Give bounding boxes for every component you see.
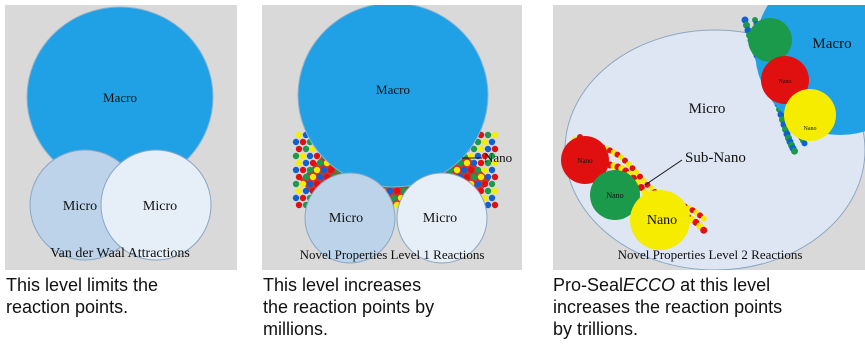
dot [293,139,299,145]
dot [492,202,498,208]
dot [471,174,477,180]
dot [310,160,316,166]
dot [300,167,306,173]
dot [700,227,707,234]
caption-line: the reaction points by [263,296,434,318]
dot [296,146,302,152]
panel-2: Macro Nano Micro Micro Novel Properties … [262,3,522,270]
dot [300,153,306,159]
dot [296,202,302,208]
dot [489,195,495,201]
dot [307,153,313,159]
dot [296,132,302,138]
dot [307,181,313,187]
label: Macro [812,36,851,52]
dot [293,195,299,201]
label: Macro [103,90,137,105]
dot [482,167,488,173]
caption: Pro-SealECCO at this level increases the… [553,274,782,340]
dot [296,174,302,180]
dot [310,174,316,180]
label: Nano [484,150,512,165]
caption: This level limits the reaction points. [6,274,158,318]
dot [454,167,460,173]
caption-line: This level increases [263,274,434,296]
label: Nano [804,126,817,132]
label: Nano [606,191,623,200]
footer: Van der Waal Attractions [50,246,190,261]
label: Micro [689,101,726,117]
dot [293,167,299,173]
dot [489,139,495,145]
dot [464,160,470,166]
label: Micro [423,211,457,226]
dot [492,132,498,138]
dot [489,167,495,173]
dot [791,148,798,155]
caption-line: millions. [263,318,434,340]
caption-emphasis: ECCO [623,275,675,295]
dot [328,167,334,173]
footer: Novel Properties Level 1 Reactions [300,247,485,262]
caption-text: at this level [680,275,770,295]
dot [802,140,808,146]
dot [317,160,323,166]
dot [485,174,491,180]
dot [701,216,707,222]
dot [321,167,327,173]
dot [307,167,313,173]
dot [482,181,488,187]
nano-circle [748,18,792,62]
dot [293,153,299,159]
label: Sub-Nano [685,150,746,166]
footer: Novel Properties Level 2 Reactions [618,247,803,262]
label: Micro [329,211,363,226]
dot [482,139,488,145]
dot [475,181,481,187]
dot [293,181,299,187]
caption-line: Pro-SealECCO at this level [553,274,782,296]
diagram: Macro Micro Micro Van der Waal Attractio… [0,0,865,280]
label: Nano [647,213,677,228]
caption-line: by trillions. [553,318,782,340]
dot [303,146,309,152]
dot [296,160,302,166]
dot [489,181,495,187]
dot [314,167,320,173]
dot [303,188,309,194]
dot [303,174,309,180]
panel-3: Macro Micro Sub-Nano Nano Nano Nano Nano… [553,0,865,270]
dot [317,174,323,180]
dot [303,160,309,166]
label: Nano [577,157,593,165]
dot [485,132,491,138]
label: Nano [779,79,792,85]
dot [296,188,302,194]
dot [300,139,306,145]
dot [394,188,400,194]
caption: This level increases the reaction points… [263,274,434,340]
nano-circle [784,89,836,141]
dot [461,167,467,173]
dot [300,181,306,187]
dot [471,160,477,166]
dot [492,174,498,180]
caption-line: This level limits the [6,274,158,296]
caption-line: increases the reaction points [553,296,782,318]
label: Micro [143,199,177,214]
caption-text: Pro-Seal [553,275,623,295]
page: Macro Micro Micro Van der Waal Attractio… [0,0,865,355]
dot [492,188,498,194]
panel-1: Macro Micro Micro Van der Waal Attractio… [5,5,237,270]
dot [485,188,491,194]
dot [468,167,474,173]
dot [475,167,481,173]
label: Macro [376,82,410,97]
label: Micro [63,199,97,214]
caption-line: reaction points. [6,296,158,318]
dot [478,174,484,180]
dot [300,195,306,201]
